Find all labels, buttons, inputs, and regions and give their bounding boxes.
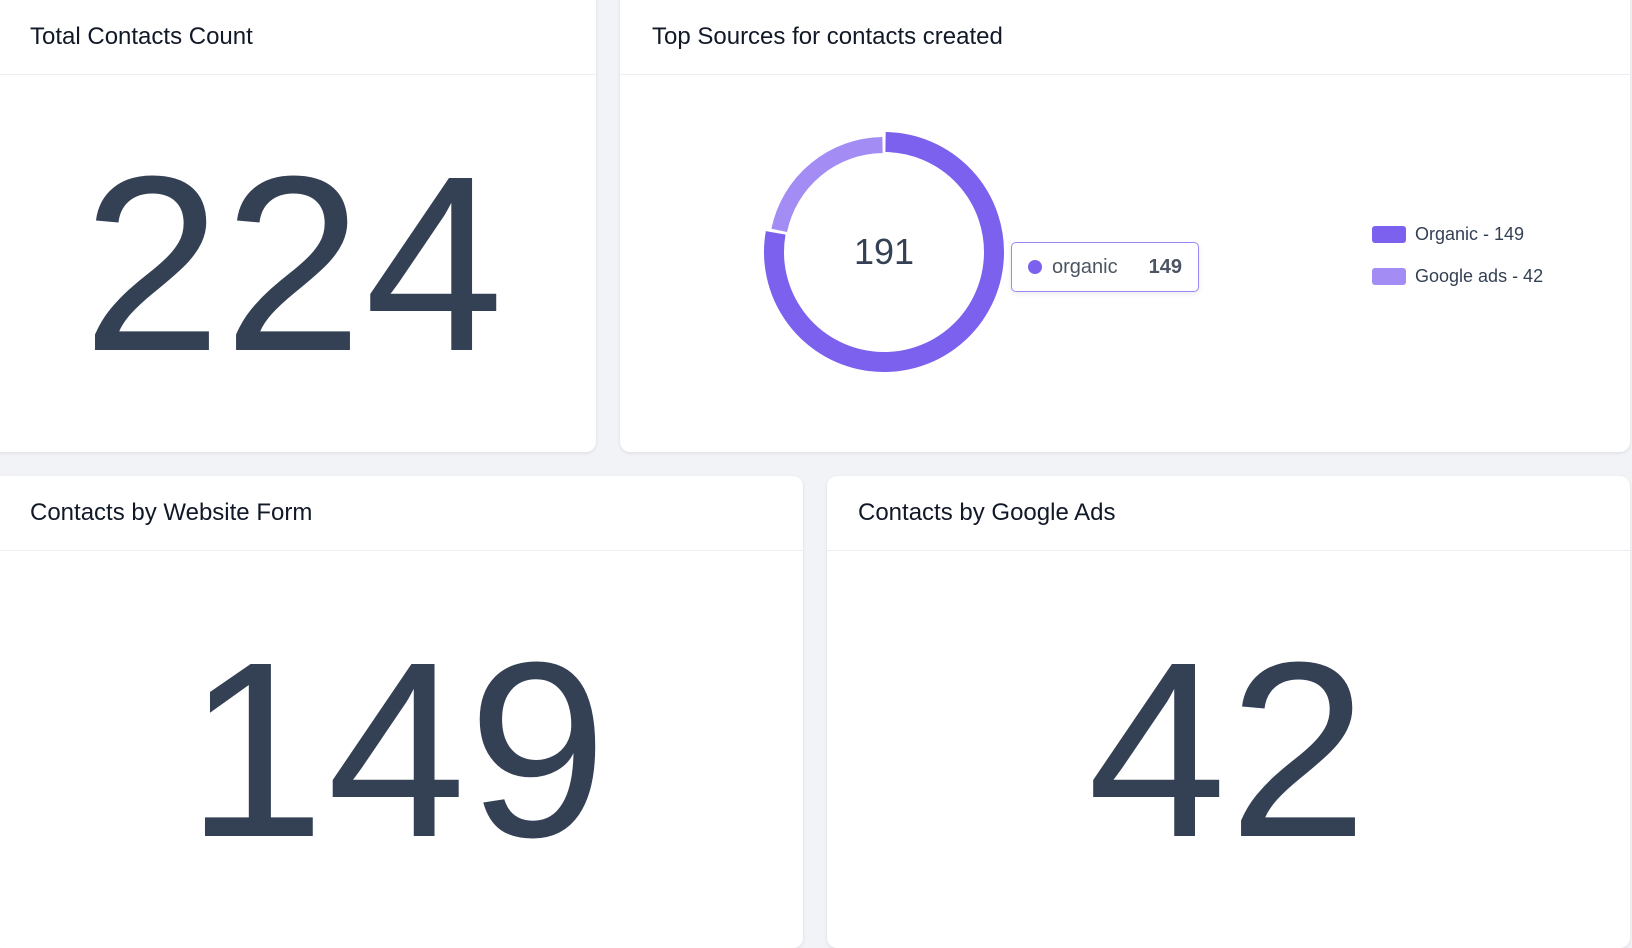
legend-label: Organic - 149: [1415, 223, 1525, 244]
legend-swatch: [1372, 225, 1406, 243]
total-contacts-card: Total Contacts Count 224: [0, 0, 596, 452]
donut-center-label: 191: [854, 231, 914, 272]
card-title: Contacts by Website Form: [0, 476, 803, 551]
legend-item-google-ads[interactable]: Google ads - 42: [1372, 265, 1543, 287]
donut-slice-google-ads[interactable]: [771, 137, 883, 233]
total-contacts-value: 224: [82, 123, 506, 403]
card-title: Contacts by Google Ads: [827, 476, 1630, 551]
donut-chart-area: 191 organic 149 Organic - 149 Google ads…: [620, 75, 1630, 452]
website-form-value: 149: [185, 609, 610, 889]
card-title: Top Sources for contacts created: [620, 0, 1630, 75]
top-sources-card: Top Sources for contacts created 191 org…: [620, 0, 1630, 452]
legend-swatch: [1372, 267, 1406, 285]
card-title: Total Contacts Count: [0, 0, 596, 75]
legend-label: Google ads - 42: [1415, 265, 1544, 286]
tooltip-label: organic: [1052, 255, 1118, 278]
chart-tooltip: organic 149: [1011, 242, 1199, 292]
legend-item-organic[interactable]: Organic - 149: [1372, 223, 1543, 245]
donut-chart: 191: [764, 132, 1004, 372]
chart-legend: Organic - 149 Google ads - 42: [1372, 223, 1543, 307]
website-form-card: Contacts by Website Form 149: [0, 476, 803, 948]
donut-slice-organic[interactable]: [764, 132, 1004, 372]
tooltip-value: 149: [1148, 255, 1182, 278]
google-ads-value: 42: [1087, 609, 1370, 889]
google-ads-card: Contacts by Google Ads 42: [827, 476, 1630, 948]
tooltip-color-dot: [1028, 260, 1042, 274]
